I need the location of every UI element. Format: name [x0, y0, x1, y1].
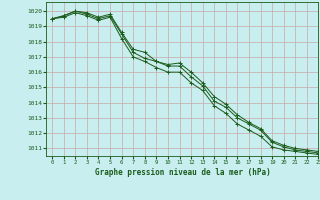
X-axis label: Graphe pression niveau de la mer (hPa): Graphe pression niveau de la mer (hPa): [94, 168, 270, 177]
